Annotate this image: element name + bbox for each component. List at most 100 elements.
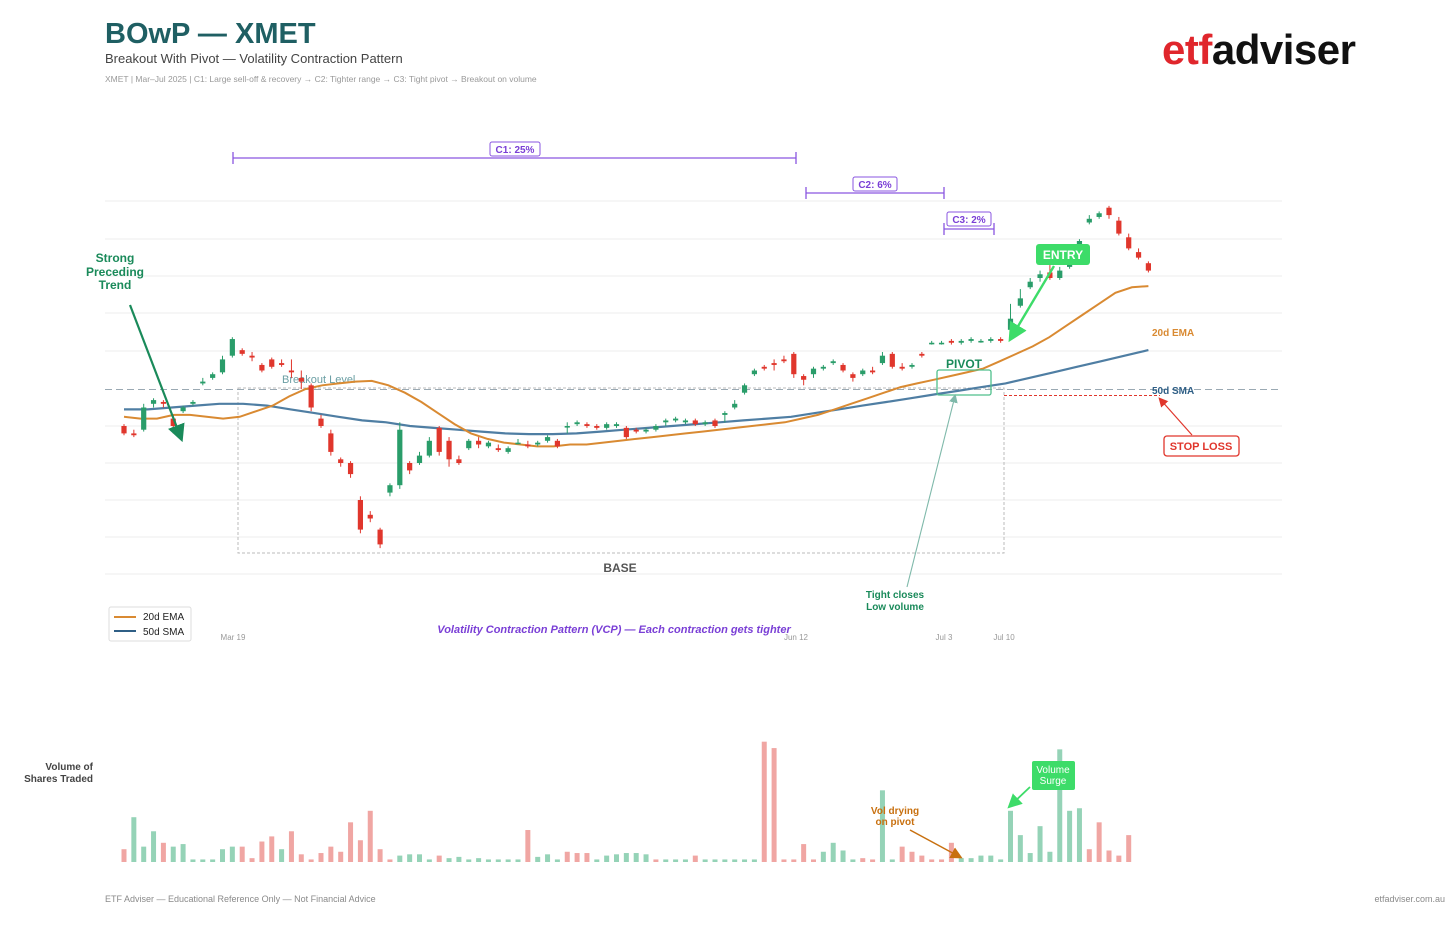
- candle-body: [338, 459, 344, 463]
- footer-website: etfadviser.com.au: [1374, 894, 1445, 904]
- volume-bar: [771, 748, 777, 862]
- volume-bar: [190, 859, 196, 862]
- volume-bar: [682, 859, 688, 862]
- volume-bar: [545, 854, 551, 862]
- candle-body: [623, 427, 629, 438]
- logo-part-etf: etf: [1162, 26, 1212, 73]
- candle-body: [456, 459, 462, 463]
- candle-body: [820, 366, 826, 369]
- candle-body: [200, 381, 206, 384]
- candle-body: [1135, 252, 1142, 258]
- volume-bar: [801, 844, 807, 862]
- candle-body: [1017, 298, 1023, 306]
- volume-bar: [249, 858, 255, 862]
- vol-drying-label-line1: Vol drying: [871, 806, 919, 817]
- volume-bar: [742, 859, 748, 862]
- candle-body: [308, 385, 314, 408]
- logo-part-adviser: adviser: [1211, 26, 1356, 73]
- candle-body: [436, 427, 442, 452]
- candle-body: [239, 350, 245, 354]
- volume-bar: [387, 859, 393, 862]
- volume-bar: [889, 859, 895, 862]
- candle-body: [1116, 220, 1122, 234]
- brand-logo: etfadviser: [1162, 26, 1356, 74]
- breakout-level-label: Breakout Level: [282, 374, 355, 386]
- candle-body: [938, 342, 945, 345]
- volume-bar: [761, 741, 767, 862]
- volume-bar: [1067, 810, 1073, 862]
- candle-body: [741, 385, 748, 393]
- candle-body: [210, 374, 216, 378]
- volume-bar: [485, 859, 491, 862]
- candle-body: [801, 376, 807, 380]
- pivot-box: [936, 369, 992, 396]
- candle-body: [1096, 213, 1102, 217]
- volume-bar: [456, 856, 462, 862]
- volume-bar: [840, 850, 846, 862]
- volume-bar: [318, 853, 324, 862]
- volume-bar: [1047, 851, 1053, 862]
- candle-body: [219, 359, 226, 373]
- chart-title: BOwP — XMET: [105, 18, 316, 50]
- volume-bar: [397, 855, 403, 862]
- ema-20-line: [123, 285, 1149, 448]
- stop-loss-arrow: [1158, 397, 1193, 436]
- candle-body: [810, 368, 817, 375]
- volume-bar: [978, 855, 984, 862]
- candle-body: [259, 364, 265, 371]
- volume-bar: [574, 853, 580, 862]
- candle-body: [121, 426, 127, 434]
- volume-bar: [811, 859, 816, 862]
- candle-body: [525, 444, 531, 447]
- vol-drying-arrow: [909, 829, 963, 859]
- c3-label-box: [946, 211, 992, 227]
- volume-bar: [1106, 850, 1112, 862]
- vcp-caption: Volatility Contraction Pattern (VCP) — E…: [437, 624, 791, 636]
- candle-body: [692, 420, 698, 425]
- candle-body: [328, 433, 334, 452]
- c3-label: C3: 2%: [952, 215, 985, 226]
- x-axis-ticks: Mar 19 Jun 12 Jul 3 Jul 10: [221, 633, 1016, 642]
- volume-bar: [988, 855, 994, 862]
- volume-bar: [328, 846, 334, 862]
- candle-body: [968, 339, 974, 341]
- volume-bar: [367, 810, 373, 862]
- candle-body: [1057, 270, 1063, 278]
- tight-closes-label-line2: Low volume: [866, 602, 924, 613]
- candle-body: [1007, 318, 1014, 330]
- volume-bar: [791, 859, 797, 862]
- contraction-c2: [805, 187, 945, 199]
- volume-bar: [623, 853, 629, 862]
- tight-closes-arrow: [906, 393, 958, 588]
- c2-label: C2: 6%: [858, 180, 891, 191]
- volume-bar: [879, 790, 885, 862]
- volume-bar: [653, 859, 659, 862]
- volume-bar: [298, 854, 304, 862]
- candle-body: [594, 426, 600, 428]
- volume-bar: [584, 853, 590, 862]
- candle-body: [682, 420, 689, 423]
- volume-bar: [515, 859, 521, 862]
- volume-bar: [495, 859, 501, 862]
- volume-bar: [180, 844, 186, 862]
- candle-body: [229, 339, 235, 356]
- candle-body: [732, 403, 738, 408]
- candle-body: [190, 401, 196, 404]
- candle-body: [180, 407, 186, 412]
- candle-body: [347, 463, 354, 475]
- candle-body: [860, 370, 866, 375]
- volume-bar: [131, 817, 137, 862]
- volume-bar: [170, 846, 176, 862]
- candle-body: [466, 440, 472, 449]
- candle-body: [1106, 207, 1112, 216]
- candle-body: [722, 413, 728, 415]
- candle-body: [653, 426, 659, 430]
- volume-bar: [860, 858, 866, 862]
- candle-body: [318, 418, 324, 426]
- volume-bar: [751, 859, 757, 862]
- volume-bar: [348, 822, 354, 862]
- candle-body: [889, 353, 895, 367]
- candle-body: [397, 429, 403, 486]
- pivot-label: PIVOT: [946, 357, 983, 371]
